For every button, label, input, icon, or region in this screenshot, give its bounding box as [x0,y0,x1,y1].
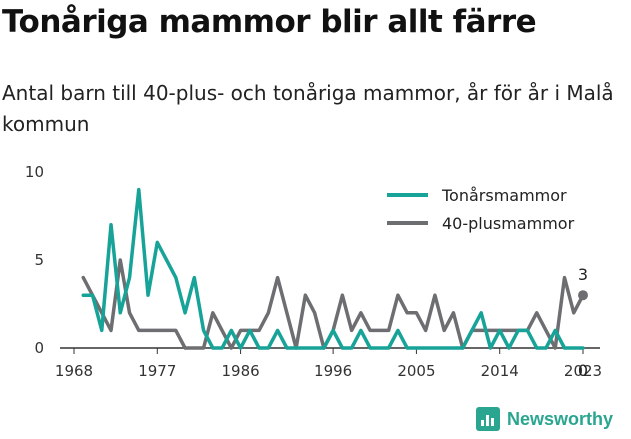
y-tick-label: 5 [34,251,44,269]
bar-chart-icon [476,407,500,431]
x-tick-label: 1977 [138,362,176,380]
series-end-marker [578,290,588,301]
series-end-label: 0 [578,361,588,380]
y-tick-label: 0 [34,339,44,357]
chart-subtitle: Antal barn till 40-plus- och tonåriga ma… [2,81,614,136]
x-tick-label: 1968 [55,362,93,380]
series-line-ton-rsmammor [81,187,585,350]
chart-title: Tonåriga mammor blir allt färre [2,4,537,40]
y-tick-label: 10 [25,163,44,181]
x-tick-label: 1986 [221,362,259,380]
x-tick-label: 2023 [564,362,602,380]
x-tick-label: 1996 [314,362,352,380]
x-tick-label: 2005 [397,362,435,380]
x-tick-label: 2014 [481,362,519,380]
series-end-label: 3 [578,265,588,284]
legend-label: Tonårsmammor [441,186,567,205]
legend-label: 40-plusmammor [442,214,575,233]
series-line-40-plusmammor [81,258,585,350]
newsworthy-logo: Newsworthy [476,407,613,431]
logo-text: Newsworthy [507,408,614,429]
